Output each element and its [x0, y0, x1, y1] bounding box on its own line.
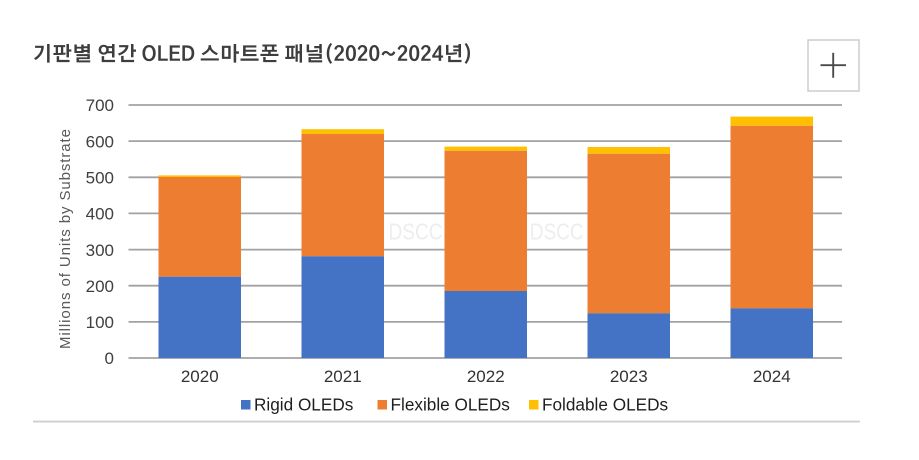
svg-text:Flexible OLEDs: Flexible OLEDs: [391, 395, 510, 415]
svg-text:2020: 2020: [181, 367, 219, 386]
svg-text:700: 700: [86, 96, 114, 115]
svg-text:2023: 2023: [610, 367, 648, 386]
svg-text:500: 500: [86, 169, 114, 188]
svg-text:Millions of Units by Substrate: Millions of Units by Substrate: [57, 129, 74, 349]
svg-text:400: 400: [86, 205, 114, 224]
svg-text:DSCC: DSCC: [530, 219, 584, 245]
svg-text:DSCC: DSCC: [389, 219, 443, 245]
svg-text:2024: 2024: [753, 367, 791, 386]
svg-text:0: 0: [105, 349, 114, 368]
svg-text:200: 200: [86, 277, 114, 296]
svg-text:2022: 2022: [467, 367, 505, 386]
svg-text:600: 600: [86, 132, 114, 151]
svg-text:Rigid OLEDs: Rigid OLEDs: [254, 395, 353, 415]
svg-text:2021: 2021: [324, 367, 362, 386]
svg-text:Foldable OLEDs: Foldable OLEDs: [542, 395, 668, 415]
svg-text:300: 300: [86, 241, 114, 260]
svg-text:100: 100: [86, 313, 114, 332]
